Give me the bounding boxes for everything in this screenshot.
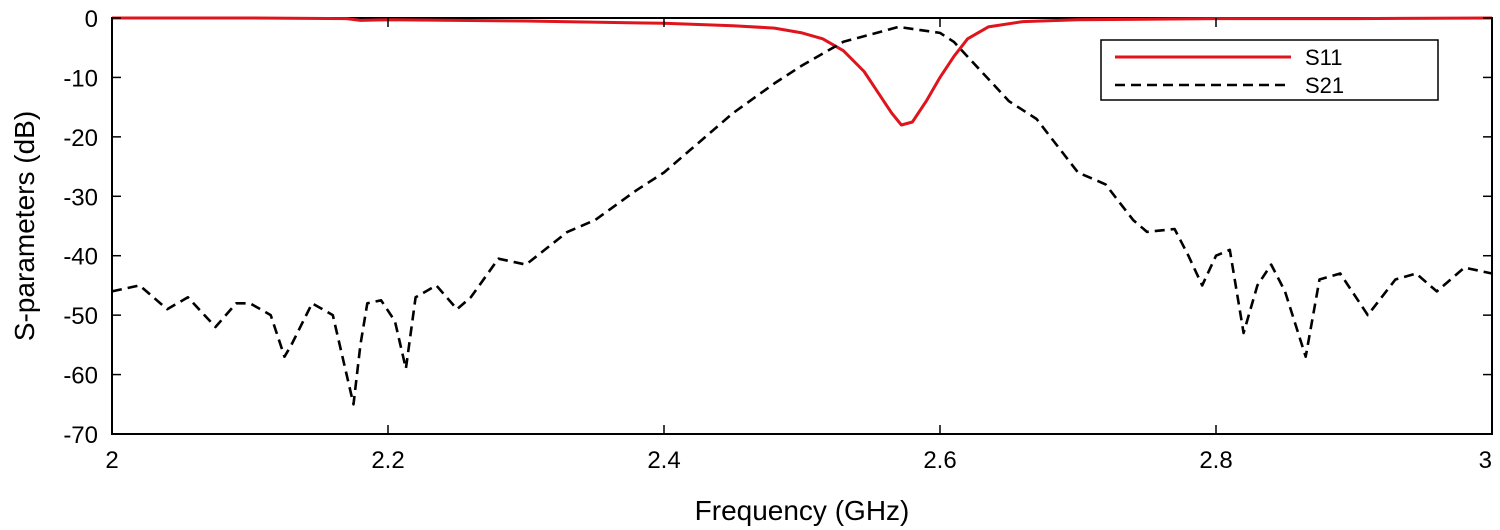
y-tick-label: -20 [63,125,98,152]
y-tick-label: -40 [63,244,98,271]
x-tick-label: 2.6 [923,447,956,474]
ticks-layer: 2 2.2 2.4 2.6 2.8 3 0 -10 -20 -30 -40 -50 -60 -70 [63,6,1493,474]
series-layer [111,16,1493,406]
legend-label-s11: S11 [1305,45,1343,70]
plot-area [111,17,1493,435]
x-axis-title: Frequency (GHz) [695,495,910,526]
x-tick-label: 3 [1479,447,1492,474]
y-axis-title: S-parameters (dB) [9,111,40,341]
plot-frame [111,17,1493,435]
legend-label-s21: S21 [1305,73,1344,98]
y-tick-label: -10 [63,65,98,92]
y-tick-label: -70 [63,422,98,449]
legend-box [1100,39,1439,101]
series-line-s11 [112,16,1493,127]
x-tick-label: 2 [105,447,118,474]
x-tick-label: 2.4 [647,447,680,474]
y-tick-label: 0 [85,6,98,33]
x-tick-label: 2.8 [1199,447,1232,474]
y-tick-label: -30 [63,184,98,211]
series-line-s21 [111,25,1493,406]
y-tick-label: -50 [63,303,98,330]
x-tick-label: 2.2 [371,447,404,474]
y-tick-label: -60 [63,363,98,390]
